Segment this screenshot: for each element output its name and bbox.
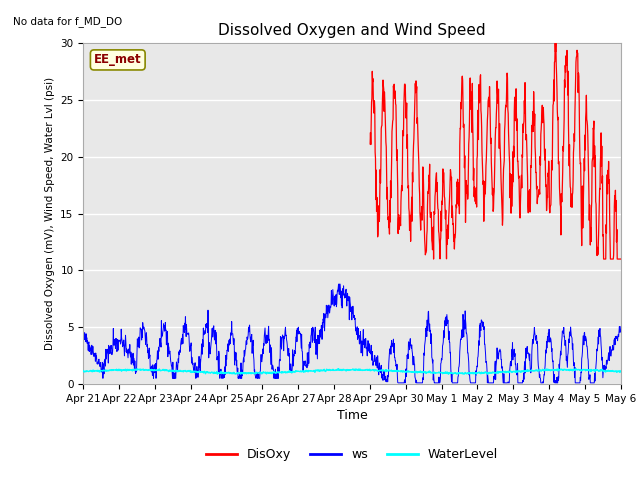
ws (79, 329, 87, 335)
Y-axis label: Dissolved Oxygen (mV), Wind Speed, Water Lvl (psi): Dissolved Oxygen (mV), Wind Speed, Water… (45, 77, 54, 350)
WaterLevel (79, 368, 87, 373)
ws (386, 349, 394, 355)
ws (617, 324, 625, 329)
Text: EE_met: EE_met (94, 53, 141, 66)
WaterLevel (319, 368, 326, 374)
WaterLevel (554, 366, 562, 372)
Legend: DisOxy, ws, WaterLevel: DisOxy, ws, WaterLevel (201, 444, 503, 467)
WaterLevel (143, 367, 150, 372)
DisOxy (385, 222, 393, 228)
ws (336, 281, 344, 287)
ws (121, 345, 129, 351)
Line: DisOxy: DisOxy (370, 43, 621, 259)
Text: No data for f_MD_DO: No data for f_MD_DO (13, 16, 123, 27)
X-axis label: Time: Time (337, 409, 367, 422)
ws (143, 335, 150, 340)
WaterLevel (453, 372, 461, 377)
WaterLevel (617, 369, 625, 375)
ws (307, 332, 315, 337)
WaterLevel (328, 367, 336, 373)
Title: Dissolved Oxygen and Wind Speed: Dissolved Oxygen and Wind Speed (218, 23, 486, 38)
ws (319, 320, 326, 325)
ws (394, 380, 402, 386)
DisOxy (617, 256, 625, 262)
ws (328, 301, 336, 307)
WaterLevel (307, 368, 315, 373)
Line: ws: ws (83, 284, 621, 383)
WaterLevel (385, 368, 393, 373)
Line: WaterLevel: WaterLevel (83, 369, 621, 374)
WaterLevel (121, 368, 129, 373)
